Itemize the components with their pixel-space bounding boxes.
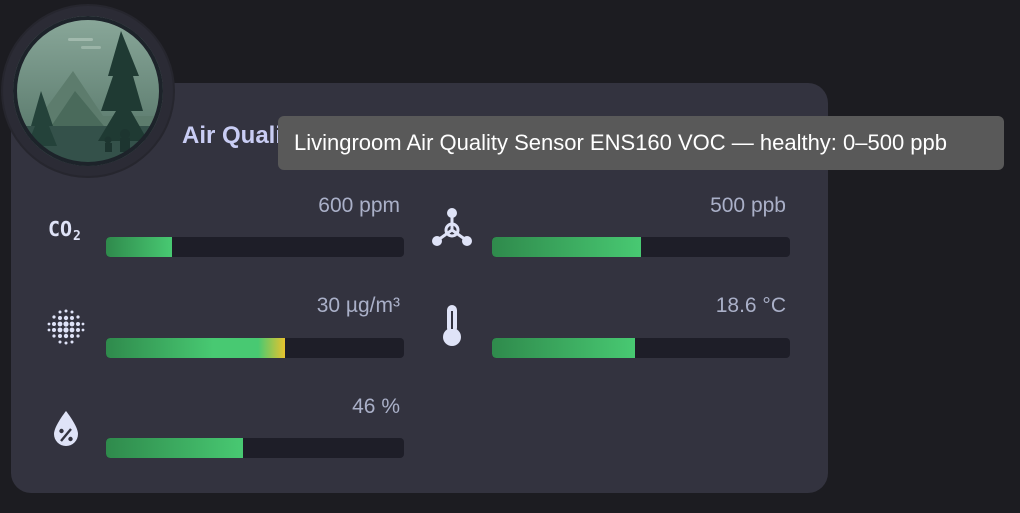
pm-value: 30 µg/m³ (316, 294, 400, 317)
temperature-bar-fill (492, 338, 636, 358)
voc-value: 500 ppb (710, 194, 786, 217)
humidity-bar-fill (106, 438, 244, 458)
svg-text:2: 2 (73, 229, 81, 242)
voc-bar-fill (492, 237, 641, 257)
tooltip: Livingroom Air Quality Sensor ENS160 VOC… (278, 116, 1004, 170)
co2-bar-fill (106, 237, 172, 257)
humidity-value: 46 % (352, 395, 400, 418)
co2-bar[interactable] (106, 237, 404, 257)
co2-icon: CO 2 (44, 206, 88, 250)
water-percent-icon (44, 406, 88, 450)
thermometer-icon (430, 303, 474, 347)
co2-value: 600 ppm (318, 194, 400, 217)
forest-landscape-icon (13, 16, 163, 166)
temperature-value: 18.6 °C (715, 294, 786, 317)
pm-bar-fill (106, 338, 285, 358)
svg-text:CO: CO (48, 217, 72, 241)
humidity-bar[interactable] (106, 438, 404, 458)
voc-bar[interactable] (492, 237, 790, 257)
particulate-dots-icon (44, 305, 88, 349)
molecule-icon (430, 205, 474, 249)
card-title: Air Quality (182, 122, 282, 149)
temperature-bar[interactable] (492, 338, 790, 358)
pm-bar[interactable] (106, 338, 404, 358)
avatar[interactable] (3, 6, 173, 176)
